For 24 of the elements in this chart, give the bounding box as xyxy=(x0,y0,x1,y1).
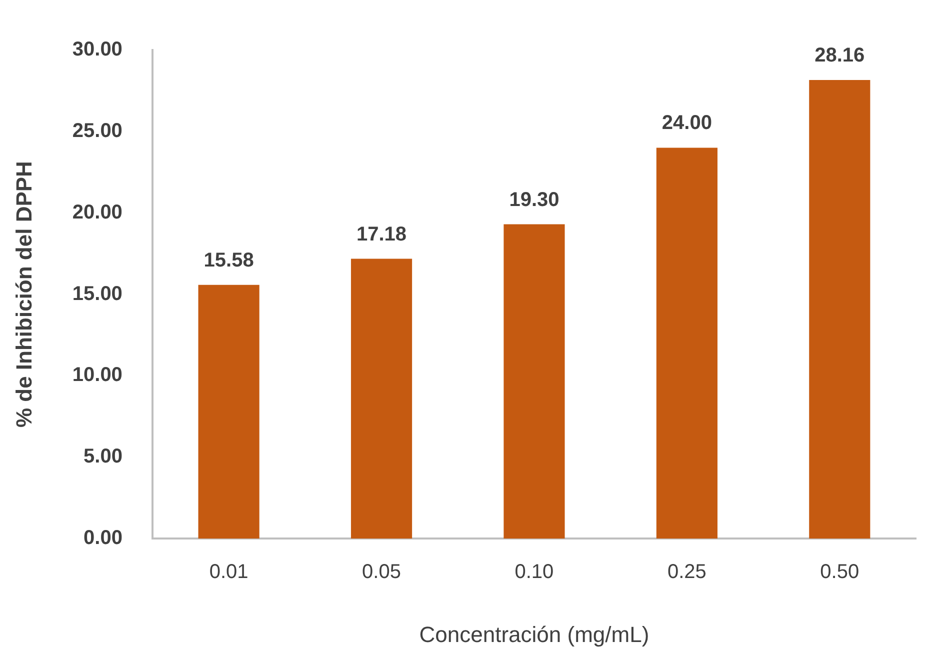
bar xyxy=(198,284,260,539)
y-tick-label: 30.00 xyxy=(72,38,122,61)
data-label: 28.16 xyxy=(814,44,865,66)
bar xyxy=(350,258,412,539)
bar xyxy=(809,80,870,539)
data-label: 19.30 xyxy=(509,188,560,211)
y-tick-label: 5.00 xyxy=(84,446,122,468)
y-tick-label: 25.00 xyxy=(72,120,122,142)
x-tick-label: 0.25 xyxy=(667,561,706,584)
x-axis-title: Concentración (mg/mL) xyxy=(419,622,650,647)
data-label: 17.18 xyxy=(356,223,407,246)
bar xyxy=(656,148,718,539)
bar xyxy=(504,224,565,539)
y-tick-label: 10.00 xyxy=(72,364,122,386)
x-tick-label: 0.50 xyxy=(820,561,860,584)
y-tick-label: 15.00 xyxy=(72,282,122,305)
y-tick-label: 20.00 xyxy=(72,201,122,224)
x-tick-label: 0.05 xyxy=(362,561,401,584)
data-label: 15.58 xyxy=(204,249,254,272)
x-tick-label: 0.10 xyxy=(514,561,554,584)
y-tick-label: 0.00 xyxy=(84,527,122,550)
x-tick-label: 0.01 xyxy=(209,561,248,584)
y-axis-title: % de Inhibición del DPPH xyxy=(11,161,36,428)
data-label: 24.00 xyxy=(662,112,712,134)
